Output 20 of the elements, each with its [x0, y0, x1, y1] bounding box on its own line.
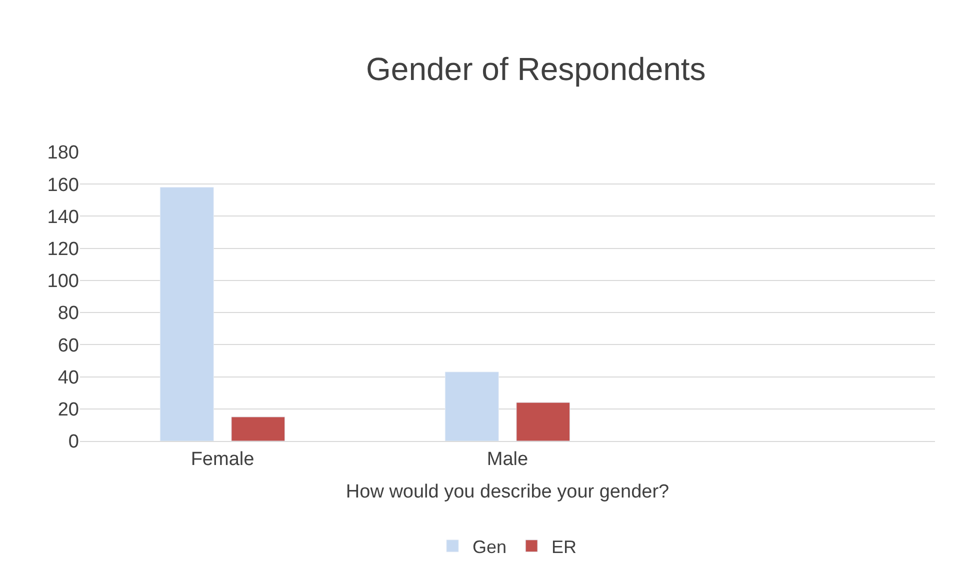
y-tick-label: 20 [58, 400, 79, 421]
chart-title: Gender of Respondents [366, 51, 706, 88]
y-tick-label: 160 [47, 174, 79, 196]
y-tick-label: 180 [47, 142, 79, 164]
y-tick-label: 80 [58, 303, 79, 324]
x-axis-title: How would you describe your gender? [346, 482, 670, 503]
bar [444, 372, 499, 441]
y-tick-label: 100 [47, 271, 79, 292]
legend-label: ER [552, 536, 577, 557]
x-tick-label: Female [190, 448, 254, 470]
y-tick-label: 40 [58, 367, 79, 388]
bar [516, 402, 570, 441]
y-tick-label: 60 [58, 335, 79, 356]
bar [160, 187, 214, 441]
y-tick-label: 140 [47, 206, 79, 228]
y-tick-label: 0 [68, 432, 79, 453]
y-tick-label: 120 [47, 238, 79, 260]
x-tick-label: Male [486, 448, 528, 470]
bar [231, 416, 286, 441]
legend-label: Gen [472, 536, 507, 557]
